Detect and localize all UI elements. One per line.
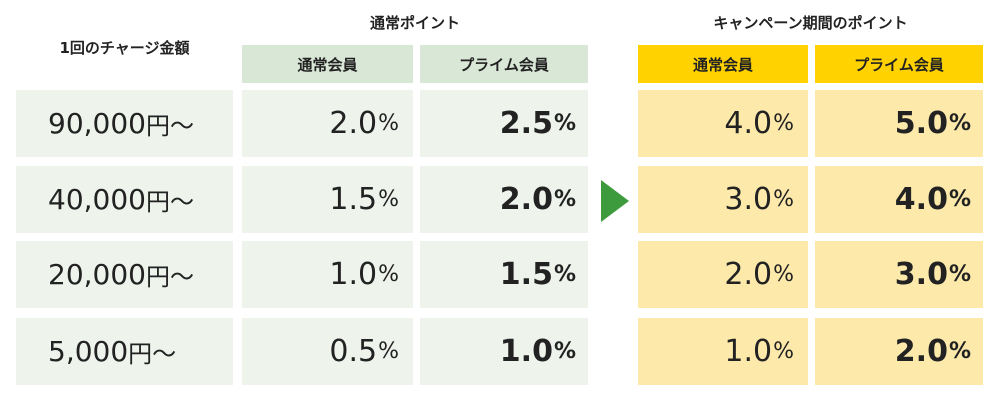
normal-rate-cell: 1.5% [242,166,413,233]
percent-sign: % [773,339,794,364]
campaign-normal-rate-cell: 2.0% [638,241,808,308]
campaign-prime-rate-value: 5.0 [894,106,948,141]
percent-sign: % [773,111,794,136]
campaign-normal-rate-cell: 4.0% [638,90,808,157]
charge-amount-label: 1回のチャージ金額 [59,39,190,57]
yen-suffix: 円〜 [145,112,194,140]
percent-sign: % [948,339,971,364]
normal-rate-cell: 2.0% [242,90,413,157]
normal-points-title: 通常ポイント [369,14,460,32]
yen-suffix: 円〜 [128,340,177,368]
prime-rate-value: 1.0 [499,334,553,369]
prime-rate-cell: 2.5% [420,90,588,157]
campaign-prime-rate-value: 4.0 [894,182,948,217]
campaign-points-title: キャンペーン期間のポイント [713,14,908,32]
prime-rate-value: 2.0 [499,182,553,217]
prime-rate-cell: 1.5% [420,241,588,308]
percent-sign: % [378,339,399,364]
percent-sign: % [948,111,971,136]
prime-member-header: プライム会員 [420,45,588,83]
prime-rate-cell: 1.0% [420,318,588,385]
charge-amount-cell: 5,000 円〜 [16,318,233,385]
yen-suffix: 円〜 [145,188,194,216]
campaign-prime-member-header: プライム会員 [815,45,983,83]
normal-rate-value: 1.0 [329,257,378,292]
play-triangle-icon [601,180,629,222]
prime-rate-value: 1.5 [499,257,553,292]
campaign-normal-rate-value: 1.0 [724,334,773,369]
charge-amount-value: 20,000 [48,258,146,291]
campaign-normal-rate-value: 2.0 [724,257,773,292]
percent-sign: % [948,262,971,287]
yen-suffix: 円〜 [145,263,194,291]
percent-sign: % [378,262,399,287]
campaign-normal-rate-cell: 3.0% [638,166,808,233]
percent-sign: % [378,187,399,212]
prime-rate-cell: 2.0% [420,166,588,233]
percent-sign: % [378,111,399,136]
percent-sign: % [773,262,794,287]
normal-member-header: 通常会員 [242,45,413,83]
percent-sign: % [553,339,576,364]
campaign-prime-rate-cell: 4.0% [815,166,983,233]
normal-rate-value: 1.5 [329,182,378,217]
normal-rate-value: 2.0 [329,106,378,141]
prime-rate-value: 2.5 [499,106,553,141]
campaign-normal-rate-value: 4.0 [724,106,773,141]
charge-amount-value: 5,000 [48,335,129,368]
campaign-normal-rate-value: 3.0 [724,182,773,217]
campaign-prime-rate-value: 2.0 [894,334,948,369]
percent-sign: % [773,187,794,212]
campaign-prime-rate-cell: 3.0% [815,241,983,308]
charge-amount-value: 90,000 [48,107,146,140]
normal-rate-cell: 0.5% [242,318,413,385]
campaign-normal-member-header: 通常会員 [638,45,808,83]
charge-amount-cell: 90,000 円〜 [16,90,233,157]
charge-amount-value: 40,000 [48,183,146,216]
normal-rate-cell: 1.0% [242,241,413,308]
normal-rate-value: 0.5 [329,334,378,369]
campaign-prime-rate-cell: 5.0% [815,90,983,157]
percent-sign: % [553,187,576,212]
campaign-prime-rate-value: 3.0 [894,257,948,292]
percent-sign: % [553,111,576,136]
percent-sign: % [948,187,971,212]
charge-amount-cell: 40,000 円〜 [16,166,233,233]
campaign-normal-rate-cell: 1.0% [638,318,808,385]
percent-sign: % [553,262,576,287]
charge-amount-cell: 20,000 円〜 [16,241,233,308]
campaign-prime-rate-cell: 2.0% [815,318,983,385]
